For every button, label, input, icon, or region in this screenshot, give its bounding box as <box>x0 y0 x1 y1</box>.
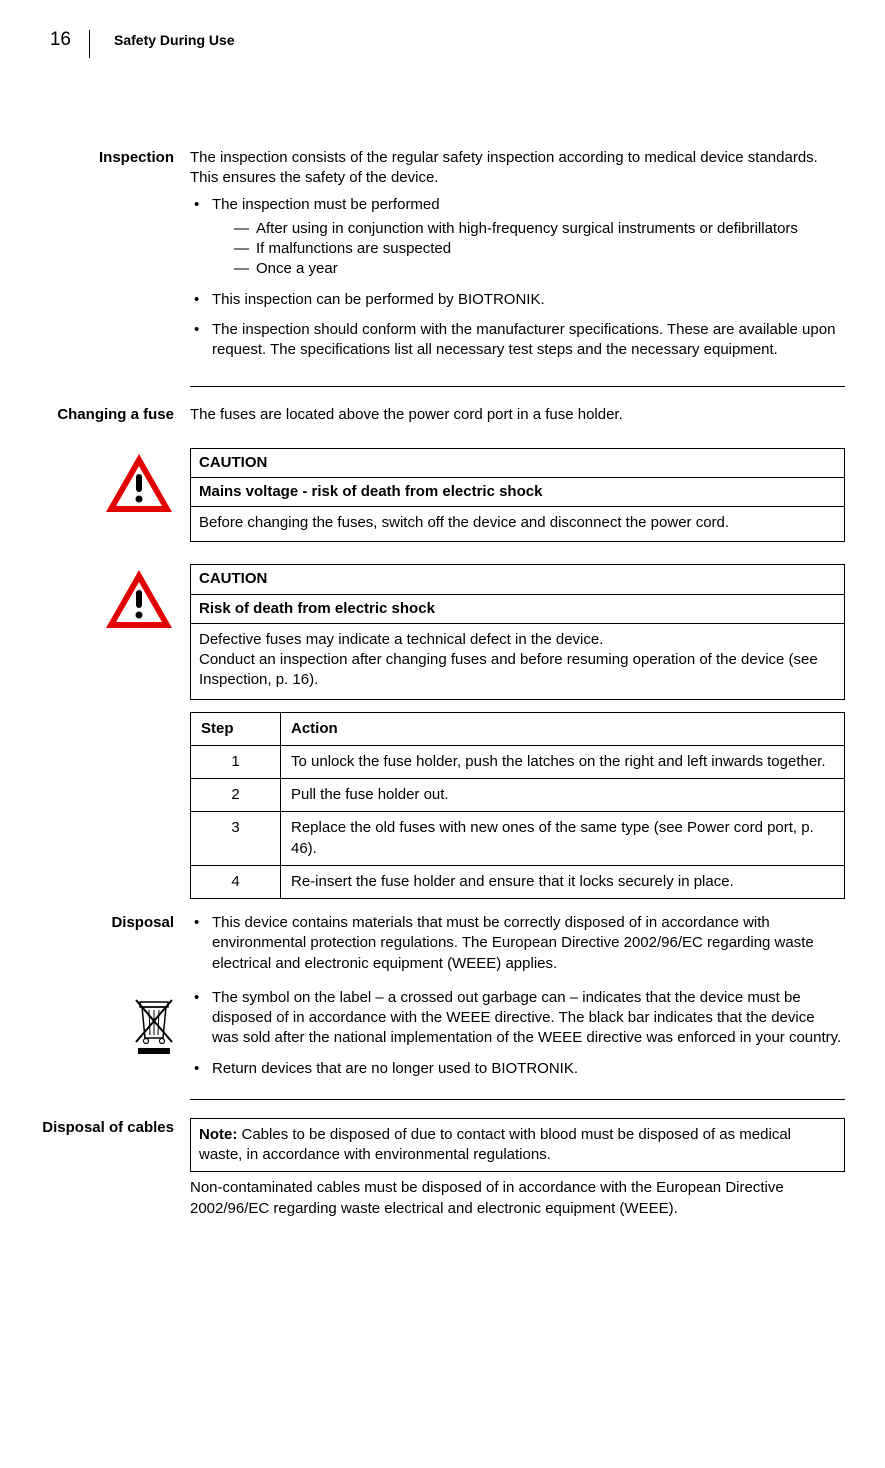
table-header: Step <box>191 712 281 745</box>
list-item: The inspection must be performed After u… <box>190 195 845 280</box>
note-label: Note: <box>199 1126 237 1143</box>
section-changing-fuse: Changing a fuse The fuses are located ab… <box>40 405 845 431</box>
weee-icon <box>130 992 178 1056</box>
section-content: Step Action 1 To unlock the fuse holder,… <box>190 706 845 914</box>
caution-box: CAUTION Risk of death from electric shoc… <box>190 564 845 699</box>
section-label <box>40 706 190 914</box>
list-item: Once a year <box>234 259 845 279</box>
inspection-sub: After using in conjunction with high-fre… <box>212 219 845 280</box>
caution-block-1: CAUTION Mains voltage - risk of death fr… <box>40 448 845 543</box>
caution-body-line: Conduct an inspection after changing fus… <box>199 650 836 691</box>
table-row: 2 Pull the fuse holder out. <box>191 779 845 812</box>
step-number: 4 <box>191 865 281 898</box>
caution-head: CAUTION <box>191 565 844 594</box>
section-label: Disposal <box>40 913 190 984</box>
table-row: 4 Re-insert the fuse holder and ensure t… <box>191 865 845 898</box>
section-content: The inspection consists of the regular s… <box>190 148 845 370</box>
section-content: Note: Cables to be disposed of due to co… <box>190 1118 845 1225</box>
step-action: To unlock the fuse holder, push the latc… <box>281 745 845 778</box>
caution-head: CAUTION <box>191 449 844 478</box>
table-row: 1 To unlock the fuse holder, push the la… <box>191 745 845 778</box>
chapter-title: Safety During Use <box>90 30 235 50</box>
note-text: Cables to be disposed of due to contact … <box>199 1126 791 1163</box>
caution-body-line: Defective fuses may indicate a technical… <box>199 630 836 650</box>
page-header: 16 Safety During Use <box>40 30 845 58</box>
section-inspection: Inspection The inspection consists of th… <box>40 148 845 370</box>
icon-column <box>40 988 190 1089</box>
step-action: Pull the fuse holder out. <box>281 779 845 812</box>
table-header: Action <box>281 712 845 745</box>
section-label: Disposal of cables <box>40 1118 190 1225</box>
section-content: The symbol on the label – a crossed out … <box>190 988 845 1089</box>
divider <box>190 1099 845 1100</box>
warning-icon <box>104 452 174 516</box>
list-item: After using in conjunction with high-fre… <box>234 219 845 239</box>
section-content: The fuses are located above the power co… <box>190 405 845 431</box>
step-number: 2 <box>191 779 281 812</box>
page-number: 16 <box>40 30 90 58</box>
step-table: Step Action 1 To unlock the fuse holder,… <box>190 712 845 900</box>
disposal-bullets: This device contains materials that must… <box>190 913 845 974</box>
caution-body: Defective fuses may indicate a technical… <box>191 624 844 699</box>
section-disposal: Disposal This device contains materials … <box>40 913 845 984</box>
list-item: This device contains materials that must… <box>190 913 845 974</box>
bullet-text: The inspection must be performed <box>212 196 440 213</box>
note-box: Note: Cables to be disposed of due to co… <box>190 1118 845 1173</box>
caution-box: CAUTION Mains voltage - risk of death fr… <box>190 448 845 543</box>
list-item: The inspection should conform with the m… <box>190 320 845 361</box>
table-header-row: Step Action <box>191 712 845 745</box>
icon-column <box>40 564 190 699</box>
section-disposal-cont: The symbol on the label – a crossed out … <box>40 988 845 1089</box>
list-item: The symbol on the label – a crossed out … <box>190 988 845 1049</box>
list-item: Return devices that are no longer used t… <box>190 1059 845 1079</box>
warning-icon <box>104 568 174 632</box>
section-content: This device contains materials that must… <box>190 913 845 984</box>
cables-after: Non-contaminated cables must be disposed… <box>190 1178 845 1219</box>
fuse-intro: The fuses are located above the power co… <box>190 405 845 425</box>
section-label: Changing a fuse <box>40 405 190 431</box>
section-label: Inspection <box>40 148 190 370</box>
table-row: 3 Replace the old fuses with new ones of… <box>191 812 845 866</box>
inspection-bullets: The inspection must be performed After u… <box>190 195 845 361</box>
step-action: Re-insert the fuse holder and ensure tha… <box>281 865 845 898</box>
section-disposal-cables: Disposal of cables Note: Cables to be di… <box>40 1118 845 1225</box>
caution-body: Before changing the fuses, switch off th… <box>191 507 844 541</box>
divider <box>190 386 845 387</box>
step-number: 3 <box>191 812 281 866</box>
steps-section: Step Action 1 To unlock the fuse holder,… <box>40 706 845 914</box>
caution-sub: Mains voltage - risk of death from elect… <box>191 478 844 507</box>
caution-block-2: CAUTION Risk of death from electric shoc… <box>40 564 845 699</box>
list-item: If malfunctions are suspected <box>234 239 845 259</box>
inspection-intro: The inspection consists of the regular s… <box>190 148 845 189</box>
icon-column <box>40 448 190 543</box>
disposal-bullets-cont: The symbol on the label – a crossed out … <box>190 988 845 1079</box>
list-item: This inspection can be performed by BIOT… <box>190 290 845 310</box>
caution-sub: Risk of death from electric shock <box>191 595 844 624</box>
step-number: 1 <box>191 745 281 778</box>
step-action: Replace the old fuses with new ones of t… <box>281 812 845 866</box>
